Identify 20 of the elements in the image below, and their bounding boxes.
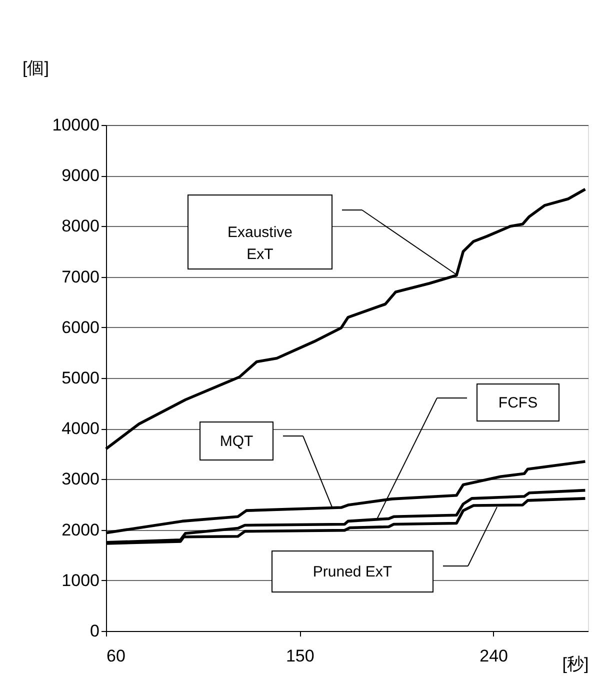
x-tick-label: 240 xyxy=(480,646,508,666)
y-tick-label: 0 xyxy=(90,622,100,640)
y-tick-label: 4000 xyxy=(62,419,100,438)
y-tick-label: 2000 xyxy=(62,520,100,540)
y-tick-label: 10000 xyxy=(52,116,100,134)
y-tick-label: 8000 xyxy=(62,216,100,236)
y-tick-label: 6000 xyxy=(62,318,100,337)
x-tick-label: 60 xyxy=(106,646,126,666)
y-axis-title: [個] xyxy=(22,58,49,78)
y-tick-label: 3000 xyxy=(62,470,100,489)
y-tick-label: 5000 xyxy=(62,368,100,388)
y-tick-label: 1000 xyxy=(62,570,100,590)
annotation: Pruned ExT xyxy=(312,564,392,580)
y-tick-label: 9000 xyxy=(62,166,100,186)
x-tick-label: 150 xyxy=(286,646,314,666)
annotation: Exaustive ExT xyxy=(227,224,293,263)
annotation: MQT xyxy=(220,433,254,450)
y-tick-label: 7000 xyxy=(62,267,100,286)
annotation: FCFS xyxy=(498,394,538,412)
x-axis-title: [秒] xyxy=(562,654,589,674)
